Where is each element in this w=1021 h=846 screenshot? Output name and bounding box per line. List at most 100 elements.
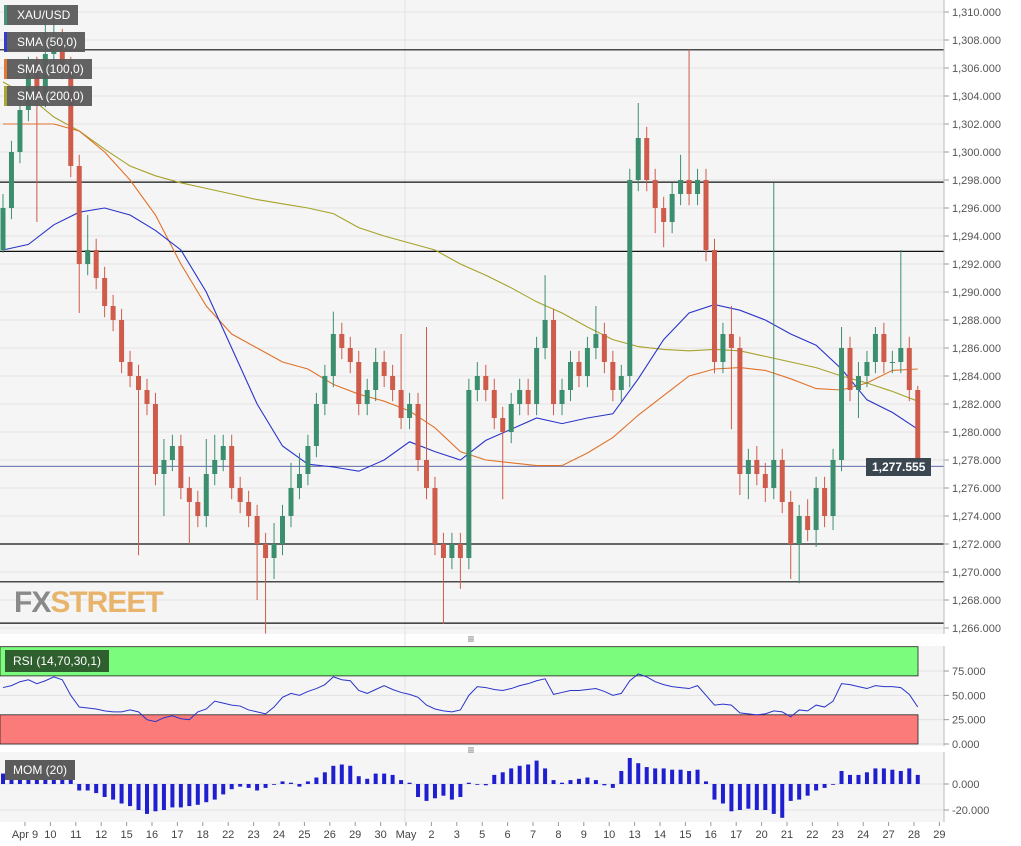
date-tick-label: 10 <box>44 829 56 841</box>
candle-down <box>390 376 396 390</box>
date-tick-label: 9 <box>581 829 587 841</box>
candle-down <box>881 334 887 362</box>
mom-bar <box>85 784 90 791</box>
candle-up <box>889 362 895 363</box>
candle-down <box>237 488 243 502</box>
price-tick-label: 1,270.000 <box>952 567 1001 579</box>
mom-bar <box>161 784 166 810</box>
mom-bar <box>1 773 5 784</box>
candle-down <box>686 180 692 194</box>
mom-bar <box>407 782 412 784</box>
mom-bar <box>68 777 73 784</box>
horizontal-levels <box>0 49 944 624</box>
legend-sma200[interactable]: SMA (200,0) <box>4 86 92 106</box>
logo-street: STREET <box>50 586 163 619</box>
candle-up <box>313 404 319 446</box>
date-tick-label: 16 <box>146 829 158 841</box>
date-tick-label: 22 <box>806 829 818 841</box>
mom-bar <box>864 772 869 784</box>
price-tick-label: 1,290.000 <box>952 287 1001 299</box>
mom-bar <box>729 784 734 812</box>
candle-up <box>203 474 209 516</box>
price-tick-label: 1,308.000 <box>952 35 1001 47</box>
price-tick-label: 1,282.000 <box>952 399 1001 411</box>
mom-bar <box>483 784 488 786</box>
date-tick-label: 22 <box>222 829 234 841</box>
mom-bar <box>687 771 692 784</box>
candle-down <box>525 390 531 404</box>
mom-bar <box>754 784 759 810</box>
mom-bar <box>746 784 751 809</box>
rsi-zones <box>0 646 919 745</box>
mom-bar <box>517 765 522 784</box>
mom-bar <box>534 760 539 784</box>
mom-bar <box>856 774 861 784</box>
mom-bar <box>653 768 658 784</box>
mom-bar <box>602 784 607 786</box>
candle-up <box>373 362 379 390</box>
mom-label[interactable]: MOM (20) <box>5 760 75 780</box>
candle-up <box>584 348 590 376</box>
mom-bar <box>610 784 615 788</box>
mom-bar <box>331 765 336 784</box>
candle-up <box>474 376 480 390</box>
candle-down <box>381 362 387 376</box>
mom-bar <box>627 758 632 784</box>
legend-xauusd[interactable]: XAU/USD <box>4 5 79 25</box>
mom-bar <box>898 771 903 784</box>
axes: 1,310.000 1,308.000 1,306.000 1,304.000 1,30… <box>12 0 1001 841</box>
mom-bar <box>238 784 243 787</box>
mom-bar <box>543 768 548 784</box>
mom-bar <box>416 784 421 797</box>
price-tick-label: 1,292.000 <box>952 259 1001 271</box>
price-tick-label: 1,300.000 <box>952 147 1001 159</box>
mom-bar <box>204 784 209 803</box>
legend-sma100[interactable]: SMA (100,0) <box>4 59 92 79</box>
candle-up <box>695 180 701 194</box>
candle-down <box>110 306 116 320</box>
mom-bar <box>737 784 742 810</box>
candle-down <box>788 502 794 544</box>
price-tick-label: 1,278.000 <box>952 455 1001 467</box>
date-tick-label: 15 <box>120 829 132 841</box>
rsi-label[interactable]: RSI (14,70,30,1) <box>5 650 110 672</box>
candle-down <box>246 502 252 516</box>
mom-bar <box>111 784 116 800</box>
mom-tick-label: 0.000 <box>952 779 980 791</box>
candle-up <box>305 446 311 474</box>
candle-down <box>483 376 489 390</box>
price-tick-label: 1,266.000 <box>952 623 1001 635</box>
legend-sma50[interactable]: SMA (50,0) <box>4 32 86 52</box>
mom-bar <box>560 782 565 784</box>
candle-down <box>822 488 828 516</box>
candle-down <box>661 208 667 222</box>
candle-down <box>703 180 709 250</box>
date-tick-label: 5 <box>479 829 485 841</box>
mom-bar <box>907 768 912 784</box>
mom-bar <box>255 784 260 791</box>
candle-down <box>847 348 853 390</box>
candle-up <box>296 474 302 488</box>
date-tick-label: 10 <box>603 829 615 841</box>
mom-bar <box>915 774 920 784</box>
price-tick-label: 1,284.000 <box>952 371 1001 383</box>
mom-bar <box>441 784 446 796</box>
mom-bar <box>263 784 268 788</box>
mom-bar <box>102 784 107 797</box>
candle-down <box>500 418 506 432</box>
candle-up <box>508 404 514 432</box>
date-tick-label: 29 <box>933 829 945 841</box>
candle-down <box>652 180 658 208</box>
mom-bar <box>568 780 573 784</box>
panel-resize-handle-mom[interactable]: ≡ <box>467 743 475 757</box>
mom-bar <box>636 763 641 784</box>
rsi-overbought-zone <box>0 646 919 677</box>
panel-resize-handle-rsi[interactable]: ≡ <box>467 632 475 646</box>
price-tick-label: 1,276.000 <box>952 483 1001 495</box>
mom-bar <box>424 784 429 801</box>
mom-bar <box>432 784 437 799</box>
rsi-tick-label: 75.000 <box>952 666 986 678</box>
price-tick-label: 1,280.000 <box>952 427 1001 439</box>
candle-down <box>915 390 921 467</box>
candle-up <box>161 460 167 474</box>
